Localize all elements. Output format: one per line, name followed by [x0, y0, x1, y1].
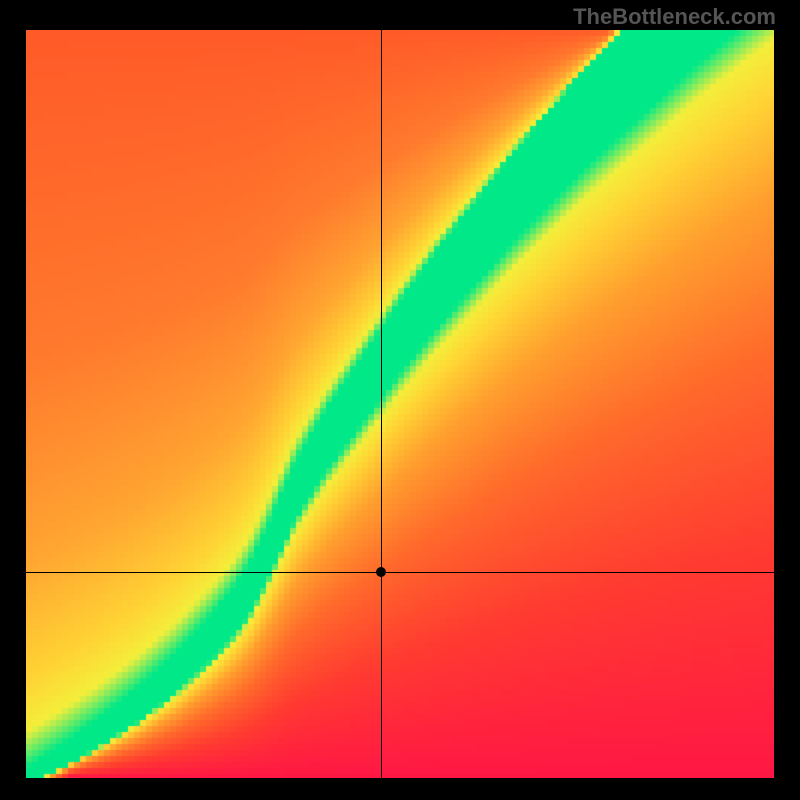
- marker-point: [376, 567, 386, 577]
- crosshair-vertical: [381, 30, 382, 778]
- bottleneck-heatmap: [26, 30, 774, 778]
- crosshair-horizontal: [26, 572, 774, 573]
- chart-container: TheBottleneck.com: [0, 0, 800, 800]
- watermark-text: TheBottleneck.com: [573, 4, 776, 30]
